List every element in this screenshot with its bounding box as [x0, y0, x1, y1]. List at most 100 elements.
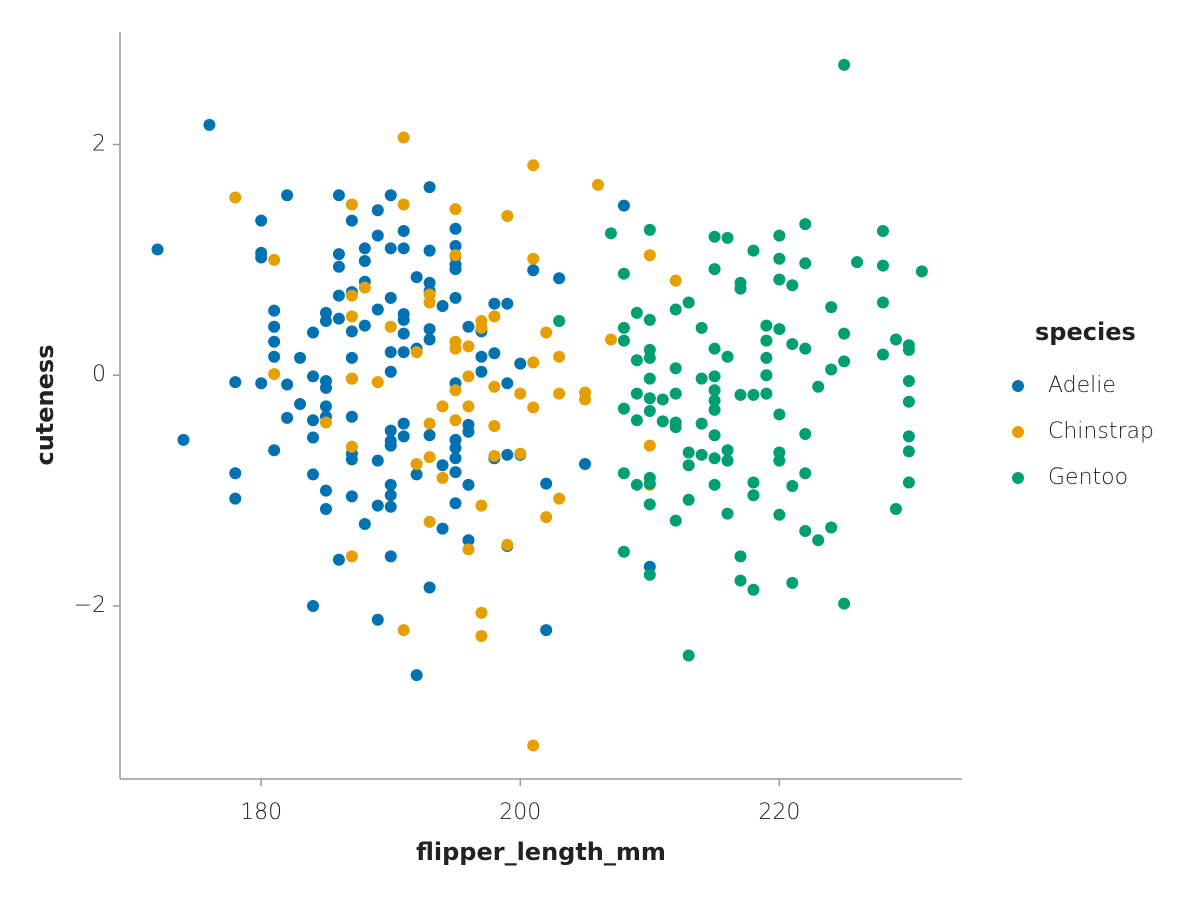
point — [332, 312, 345, 325]
point — [423, 333, 436, 346]
point — [747, 476, 760, 489]
point — [838, 597, 851, 610]
point — [786, 576, 799, 589]
point — [462, 543, 475, 556]
point — [760, 387, 773, 400]
point — [747, 489, 760, 502]
point — [307, 431, 320, 444]
point — [540, 624, 553, 637]
point — [656, 415, 669, 428]
point — [371, 303, 384, 316]
point — [514, 357, 527, 370]
point — [527, 159, 540, 172]
point — [319, 416, 332, 429]
point — [384, 550, 397, 563]
point — [384, 242, 397, 255]
point — [423, 296, 436, 309]
point — [229, 376, 242, 389]
point — [799, 218, 812, 231]
point — [319, 314, 332, 327]
point — [643, 477, 656, 490]
point — [617, 199, 630, 212]
point — [734, 388, 747, 401]
point — [307, 370, 320, 383]
point — [397, 131, 410, 144]
point — [384, 320, 397, 333]
point — [436, 400, 449, 413]
point — [384, 478, 397, 491]
point — [773, 252, 786, 265]
point — [786, 338, 799, 351]
point — [332, 189, 345, 202]
point — [423, 181, 436, 194]
point — [708, 370, 721, 383]
point — [294, 351, 307, 364]
point — [553, 350, 566, 363]
point — [449, 249, 462, 262]
point — [734, 550, 747, 563]
point — [825, 521, 838, 534]
point — [643, 568, 656, 581]
point — [695, 372, 708, 385]
point — [436, 471, 449, 484]
point — [410, 346, 423, 359]
point — [268, 320, 281, 333]
point — [773, 454, 786, 467]
point — [721, 350, 734, 363]
point — [397, 313, 410, 326]
y-tick-label: 0 — [92, 362, 106, 387]
point — [345, 310, 358, 323]
point — [643, 498, 656, 511]
point — [851, 256, 864, 269]
point — [449, 203, 462, 216]
point — [397, 430, 410, 443]
y-tick-label: −2 — [74, 593, 106, 618]
point — [527, 356, 540, 369]
point — [553, 387, 566, 400]
point — [449, 342, 462, 355]
point — [643, 439, 656, 452]
point — [501, 377, 514, 390]
point — [371, 204, 384, 217]
point — [449, 497, 462, 510]
point — [734, 282, 747, 295]
point — [527, 401, 540, 414]
point — [268, 335, 281, 348]
legend-title: species — [1035, 318, 1136, 346]
point — [553, 314, 566, 327]
point — [345, 351, 358, 364]
point — [617, 402, 630, 415]
point — [695, 321, 708, 334]
point — [527, 739, 540, 752]
point — [708, 394, 721, 407]
point — [604, 227, 617, 240]
point — [617, 267, 630, 280]
point — [410, 458, 423, 471]
point — [345, 490, 358, 503]
point — [423, 515, 436, 528]
point — [604, 333, 617, 346]
point — [669, 303, 682, 316]
point — [488, 419, 501, 432]
point — [268, 253, 281, 266]
point — [423, 244, 436, 257]
point — [695, 448, 708, 461]
point — [255, 251, 268, 264]
point — [669, 421, 682, 434]
legend-label: Adelie — [1048, 373, 1116, 398]
legend-marker — [1012, 472, 1024, 484]
point — [501, 210, 514, 223]
point — [397, 417, 410, 430]
point — [669, 387, 682, 400]
point — [358, 242, 371, 255]
point — [617, 545, 630, 558]
point — [462, 400, 475, 413]
x-tick-label: 200 — [499, 800, 541, 825]
point — [708, 429, 721, 442]
point — [799, 467, 812, 480]
point — [462, 534, 475, 547]
point — [462, 320, 475, 333]
point — [371, 499, 384, 512]
point — [902, 430, 915, 443]
point — [371, 454, 384, 467]
